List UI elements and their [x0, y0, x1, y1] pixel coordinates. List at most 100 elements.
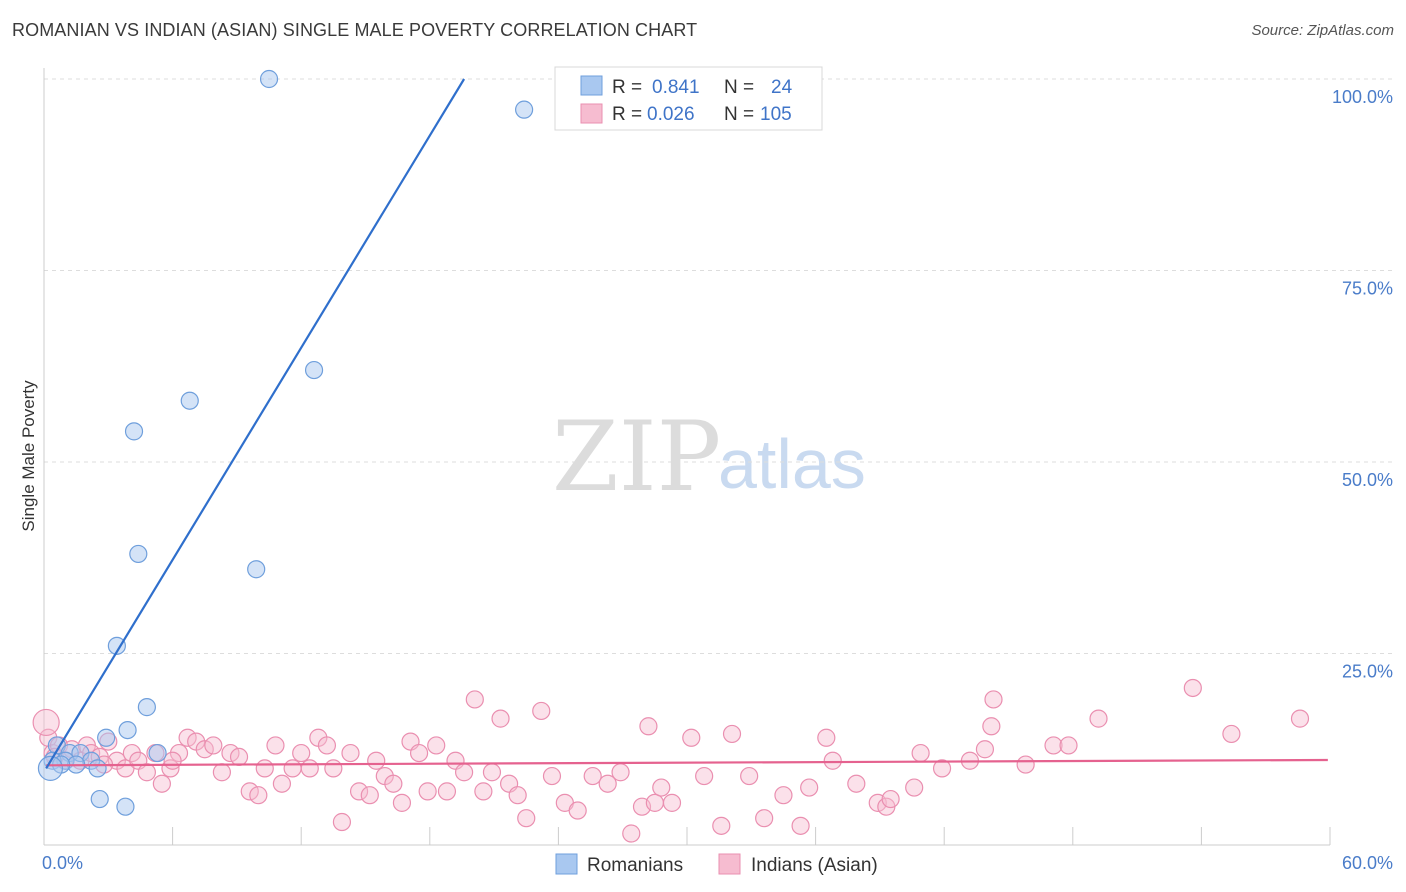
romanians-legend-label: Romanians [587, 855, 683, 876]
gridlines [44, 78, 1392, 654]
watermark-atlas: atlas [718, 425, 866, 503]
y-axis-label: Single Male Poverty [19, 380, 38, 532]
indians-point [1016, 755, 1035, 774]
indians-point [482, 763, 502, 782]
y-tick-labels: 25.0% 50.0% 75.0% 100.0% [1332, 87, 1393, 682]
indians-point [341, 743, 360, 763]
romanians-point [88, 759, 107, 778]
indians-point [195, 740, 214, 759]
indians-legend-swatch [580, 103, 603, 124]
romanians-swatch [555, 853, 578, 875]
indians-point [682, 728, 701, 747]
romanians-r-value: 0.841 [652, 77, 700, 98]
indians-point [847, 774, 866, 793]
indians-point [349, 782, 369, 801]
indians-point [755, 809, 774, 828]
indians-point [229, 747, 249, 767]
y-tick-label: 100.0% [1332, 87, 1393, 107]
indians-point [221, 743, 240, 763]
romanians-point [137, 698, 156, 717]
indians-point [137, 763, 156, 782]
indians-point [332, 812, 352, 832]
indians-point [712, 816, 731, 835]
romanians-point [515, 100, 534, 119]
indians-point [645, 793, 664, 812]
watermark-zip: ZIP [552, 401, 721, 513]
romanians-point [116, 797, 135, 816]
romanians-point [124, 422, 144, 441]
romanians-point [90, 789, 109, 809]
indians-point [542, 766, 562, 786]
indians-point [568, 801, 587, 820]
correlation-legend: R = 0.841 N = 24 R = 0.026 N = 105 [554, 66, 823, 131]
indians-point [1183, 678, 1202, 698]
indians-point [932, 759, 952, 778]
source-label: Source: ZipAtlas.com [1251, 22, 1394, 39]
indians-point [384, 774, 403, 793]
indians-point [1044, 736, 1063, 755]
indians-n-value: 105 [760, 104, 792, 125]
x-tick-label-max: 60.0% [1342, 853, 1393, 873]
indians-point [622, 824, 641, 843]
romanians-n-label: N = [724, 77, 754, 98]
chart-title: ROMANIAN VS INDIAN (ASIAN) SINGLE MALE P… [12, 20, 698, 40]
indians-point [611, 763, 630, 782]
indians-point [474, 782, 493, 801]
indians-point [722, 724, 742, 744]
indians-point [178, 728, 197, 747]
romanians-point [304, 360, 324, 380]
indians-point [204, 736, 223, 755]
indians-point [360, 786, 379, 805]
indians-point [465, 690, 484, 709]
indians-point [212, 763, 231, 782]
indians-point [427, 736, 446, 755]
indians-point [881, 789, 900, 809]
indians-point [662, 793, 682, 812]
romanians-point [97, 728, 116, 747]
romanians-legend-swatch [580, 75, 603, 96]
romanians-point [107, 636, 126, 655]
romanians-n-value: 24 [771, 77, 793, 98]
indians-point [300, 759, 319, 778]
indians-point [1222, 724, 1241, 744]
romanians-points [37, 69, 534, 816]
y-tick-label: 25.0% [1342, 662, 1393, 682]
indians-point [695, 766, 714, 786]
romanians-trend-line [45, 78, 466, 769]
indians-point [152, 774, 171, 793]
y-tick-label: 50.0% [1342, 470, 1393, 490]
indians-point [317, 736, 337, 755]
indians-point [1059, 736, 1078, 755]
indians-r-value: 0.026 [647, 104, 695, 125]
trend-lines [45, 78, 1328, 769]
indians-point [367, 751, 386, 770]
indians-point [409, 743, 429, 763]
indians-point [740, 766, 759, 786]
indians-trend-line [46, 758, 1328, 767]
romanians-point [37, 755, 64, 782]
indians-point [437, 782, 457, 801]
indians-point [292, 743, 311, 763]
indians-point [163, 751, 182, 770]
indians-point [532, 701, 551, 721]
indians-point [791, 816, 810, 835]
romanians-point [247, 560, 266, 579]
indians-point [491, 709, 510, 728]
indians-point [249, 786, 268, 805]
indians-n-label: N = [724, 104, 754, 125]
indians-point [975, 740, 995, 759]
romanians-r-label: R = [612, 77, 642, 98]
indians-point [283, 759, 302, 778]
indians-r-label: R = [612, 104, 642, 125]
indians-point [652, 778, 671, 797]
indians-point [508, 786, 527, 805]
romanians-point [129, 544, 148, 564]
indians-point [517, 809, 536, 828]
indians-point [800, 778, 819, 797]
indians-swatch [718, 853, 741, 875]
romanians-point [180, 391, 199, 410]
indians-points [32, 678, 1310, 843]
indians-point [639, 717, 658, 736]
indians-point [418, 782, 437, 801]
indians-point [982, 717, 1001, 736]
